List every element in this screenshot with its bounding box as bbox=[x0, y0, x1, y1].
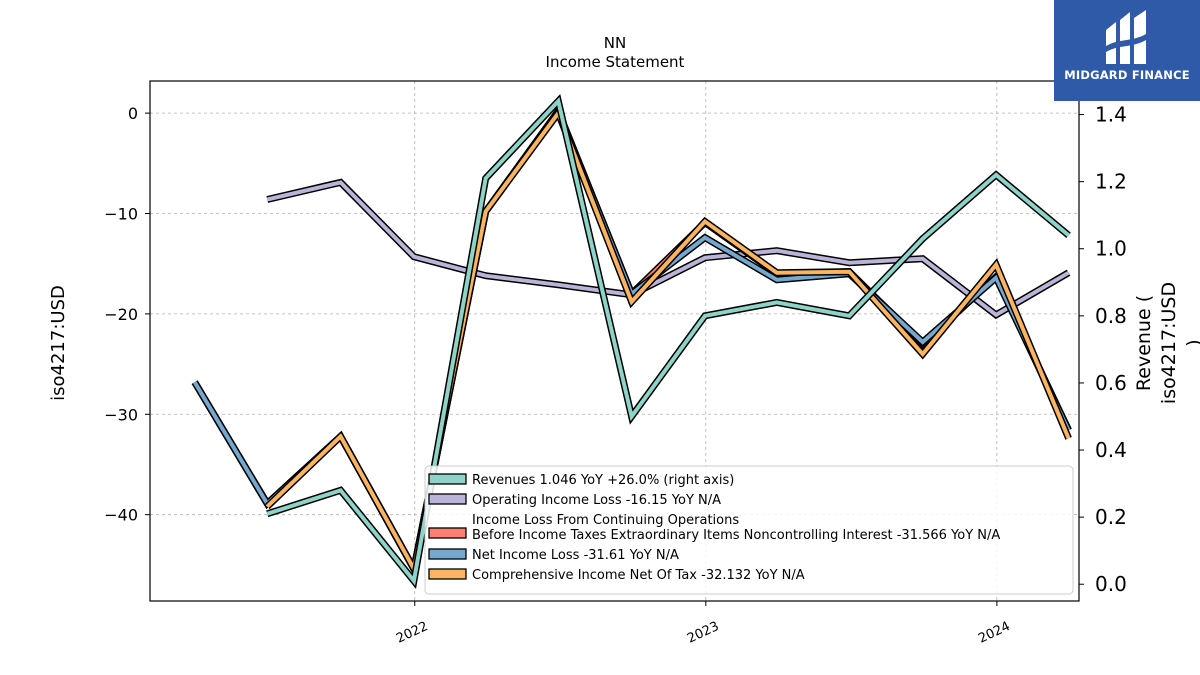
series-line bbox=[264, 105, 1072, 579]
legend-label: Comprehensive Income Net Of Tax -32.132 … bbox=[472, 568, 805, 583]
legend-swatch bbox=[428, 568, 467, 580]
x-tick-label: 2023 bbox=[685, 619, 721, 647]
x-tick-label: 2024 bbox=[976, 619, 1012, 647]
legend-label: Operating Income Loss -16.15 YoY N/A bbox=[472, 493, 721, 508]
legend-label: Net Income Loss -31.61 YoY N/A bbox=[472, 548, 679, 563]
x-axis: 2022 2023 2024 bbox=[394, 601, 1013, 647]
right-tick-label: 0.2 bbox=[1095, 505, 1127, 529]
x-tick-label: 2022 bbox=[394, 619, 430, 647]
legend: Revenues 1.046 YoY +26.0% (right axis) Op… bbox=[424, 465, 1074, 595]
right-axis-label-line: iso4217:USD bbox=[1158, 282, 1180, 404]
left-tick-label: −30 bbox=[104, 405, 138, 424]
series-line bbox=[266, 93, 1071, 590]
right-tick-label: 0.0 bbox=[1095, 572, 1127, 596]
chart-subtitle: Income Statement bbox=[546, 53, 685, 71]
series-stroke bbox=[265, 108, 1071, 575]
right-tick-label: 0.6 bbox=[1095, 371, 1127, 395]
midgard-finance-logo: MIDGARD FINANCE bbox=[1054, 0, 1200, 101]
legend-swatch bbox=[428, 493, 467, 505]
left-tick-label: −10 bbox=[104, 205, 138, 224]
legend-swatch bbox=[428, 473, 467, 485]
series-layer bbox=[191, 93, 1072, 590]
right-tick-label: 1.4 bbox=[1095, 103, 1127, 127]
series-stroke bbox=[266, 97, 1070, 586]
right-tick-label: 0.8 bbox=[1095, 304, 1127, 328]
series-outline bbox=[266, 178, 1071, 320]
midgard-logo-icon bbox=[1106, 10, 1146, 64]
series-line bbox=[266, 178, 1071, 320]
legend-box bbox=[424, 465, 1074, 595]
legend-swatch bbox=[428, 527, 467, 539]
left-tick-label: 0 bbox=[128, 104, 138, 123]
brand-name: MIDGARD FINANCE bbox=[1064, 68, 1190, 82]
right-tick-label: 0.4 bbox=[1095, 438, 1127, 462]
legend-label: Before Income Taxes Extraordinary Items … bbox=[472, 528, 1000, 543]
legend-swatch bbox=[428, 548, 467, 560]
legend-label: Income Loss From Continuing Operations bbox=[472, 513, 739, 528]
plot-frame bbox=[149, 80, 1080, 602]
left-tick-label: −20 bbox=[104, 305, 138, 324]
left-axis-label: iso4217:USD bbox=[48, 285, 69, 401]
right-axis-label-line: Revenue ( bbox=[1133, 295, 1155, 391]
left-tick-label: −40 bbox=[104, 506, 138, 525]
right-axis-label: Revenue (iso4217:USD) bbox=[1133, 282, 1200, 404]
legend-label: Revenues 1.046 YoY +26.0% (right axis) bbox=[472, 473, 734, 488]
left-axis: 0 −10 −20 −30 −40 bbox=[104, 104, 150, 525]
right-axis-label-line: ) bbox=[1183, 339, 1200, 346]
chart-title: NN bbox=[604, 34, 626, 52]
right-axis: 0.0 0.2 0.4 0.6 0.8 1.0 1.2 1.4 bbox=[1079, 103, 1127, 596]
right-tick-label: 1.2 bbox=[1095, 170, 1127, 194]
right-tick-label: 1.0 bbox=[1095, 237, 1127, 261]
series-stroke bbox=[266, 180, 1070, 318]
